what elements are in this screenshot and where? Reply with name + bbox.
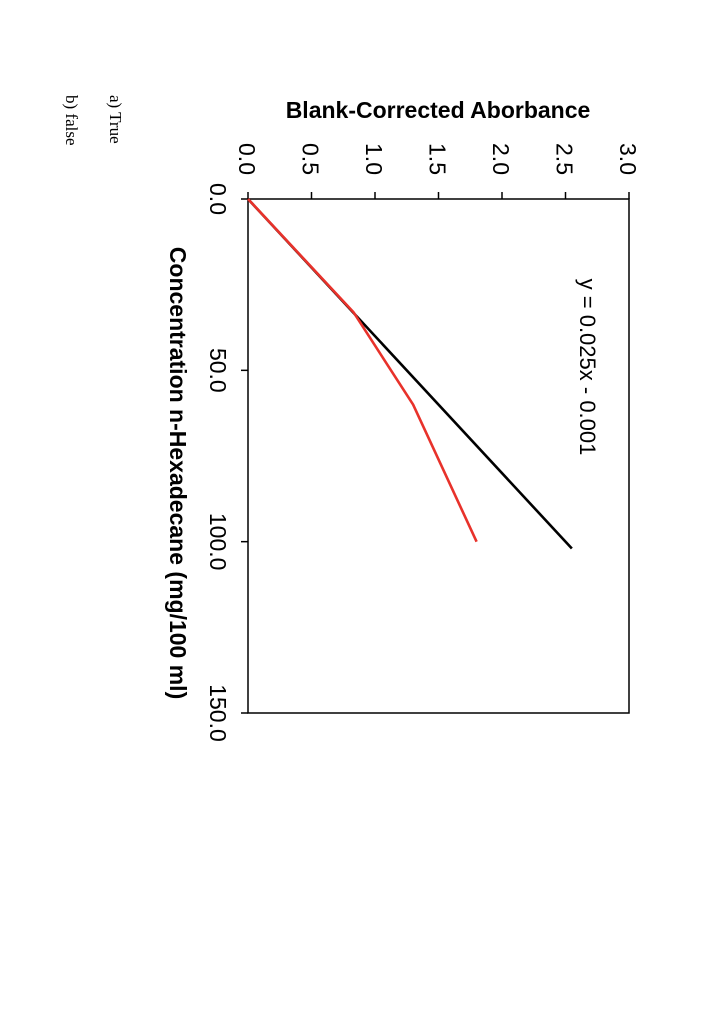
x-tick-label: 100.0 — [205, 513, 231, 571]
option-b-false[interactable]: b) false — [62, 95, 81, 146]
y-tick-label: 2.5 — [552, 143, 578, 175]
series-layer — [247, 198, 573, 550]
y-axis-ticks: 0.0 0.5 1.0 1.5 2.0 2.5 3.0 — [234, 143, 641, 199]
y-tick-label: 2.0 — [488, 143, 514, 175]
y-tick-label: 3.0 — [615, 143, 641, 175]
x-tick-label: 50.0 — [205, 348, 231, 393]
y-tick-label: 0.5 — [298, 143, 324, 175]
measured-data-line — [247, 198, 478, 543]
plot-frame — [247, 198, 630, 714]
y-tick-label: 1.5 — [425, 143, 451, 175]
option-a-true[interactable]: a) True — [106, 95, 125, 144]
y-tick-label: 1.0 — [361, 143, 387, 175]
x-axis-ticks: 0.0 50.0 100.0 150.0 — [205, 183, 248, 742]
x-axis-title: Concentration n-Hexadecane (mg/100 ml) — [165, 247, 191, 699]
x-tick-label: 150.0 — [205, 684, 231, 742]
x-tick-label: 0.0 — [205, 183, 231, 215]
y-axis-title: Blank-Corrected Aborbance — [286, 97, 591, 123]
equation-annotation: y = 0.025x - 0.001 — [575, 279, 600, 456]
y-tick-label: 0.0 — [234, 143, 260, 175]
